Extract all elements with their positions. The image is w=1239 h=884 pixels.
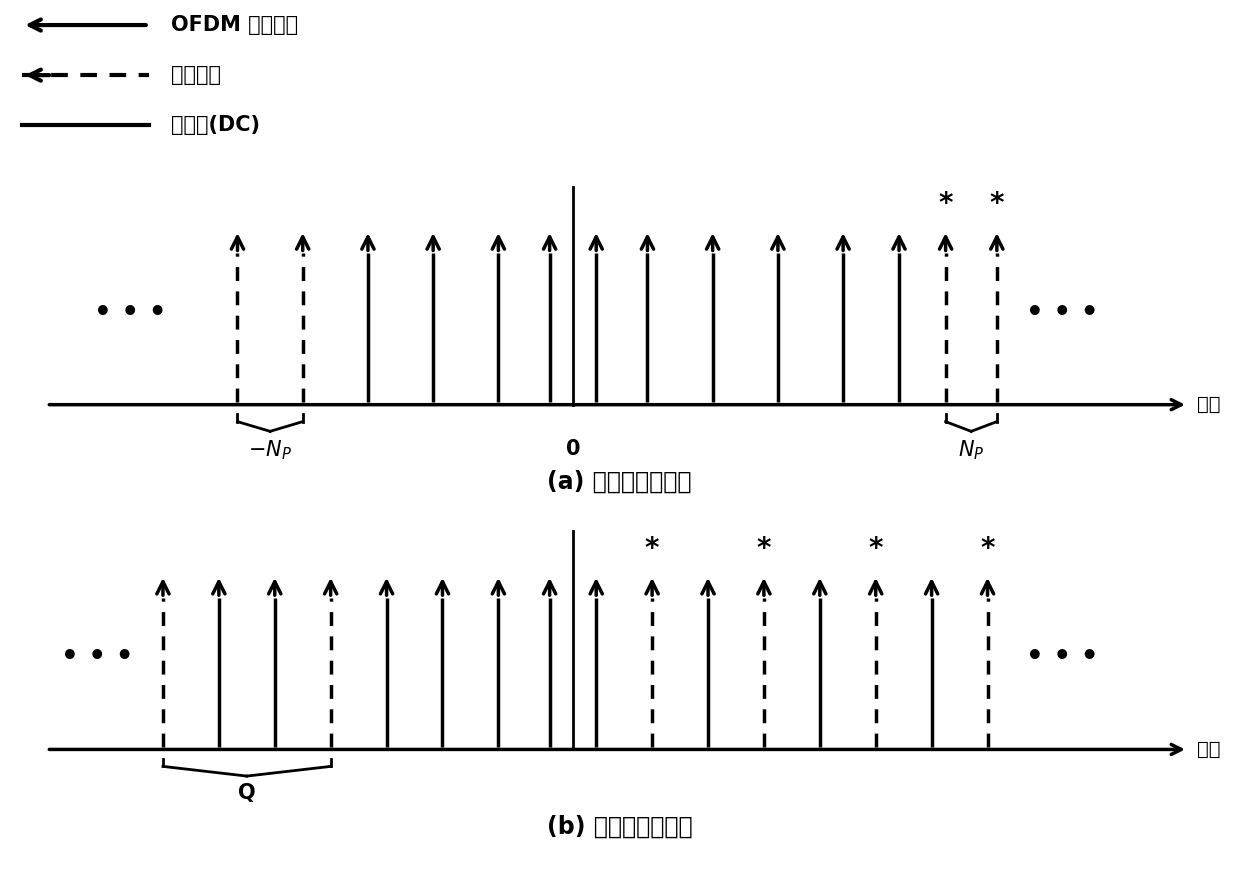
Text: • • •: • • • [94, 299, 166, 326]
Text: *: * [938, 190, 953, 218]
Text: *: * [757, 535, 771, 563]
Text: (a) 局部子载波分配: (a) 局部子载波分配 [548, 470, 691, 494]
Text: $N_P$: $N_P$ [958, 438, 985, 462]
Text: *: * [980, 535, 995, 563]
Text: (b) 间插子载波分配: (b) 间插子载波分配 [546, 815, 693, 839]
Text: *: * [990, 190, 1004, 218]
Text: • • •: • • • [1026, 299, 1098, 326]
Text: OFDM 数据载波: OFDM 数据载波 [171, 15, 299, 35]
Text: • • •: • • • [62, 644, 134, 671]
Text: 频率: 频率 [1197, 395, 1220, 415]
Text: 导频载波: 导频载波 [171, 65, 221, 85]
Text: • • •: • • • [1026, 644, 1098, 671]
Text: 0: 0 [566, 438, 580, 459]
Text: Q: Q [238, 783, 255, 804]
Text: 光载波(DC): 光载波(DC) [171, 115, 260, 135]
Text: *: * [644, 535, 659, 563]
Text: $-N_P$: $-N_P$ [248, 438, 292, 462]
Text: *: * [869, 535, 883, 563]
Text: 频率: 频率 [1197, 740, 1220, 759]
